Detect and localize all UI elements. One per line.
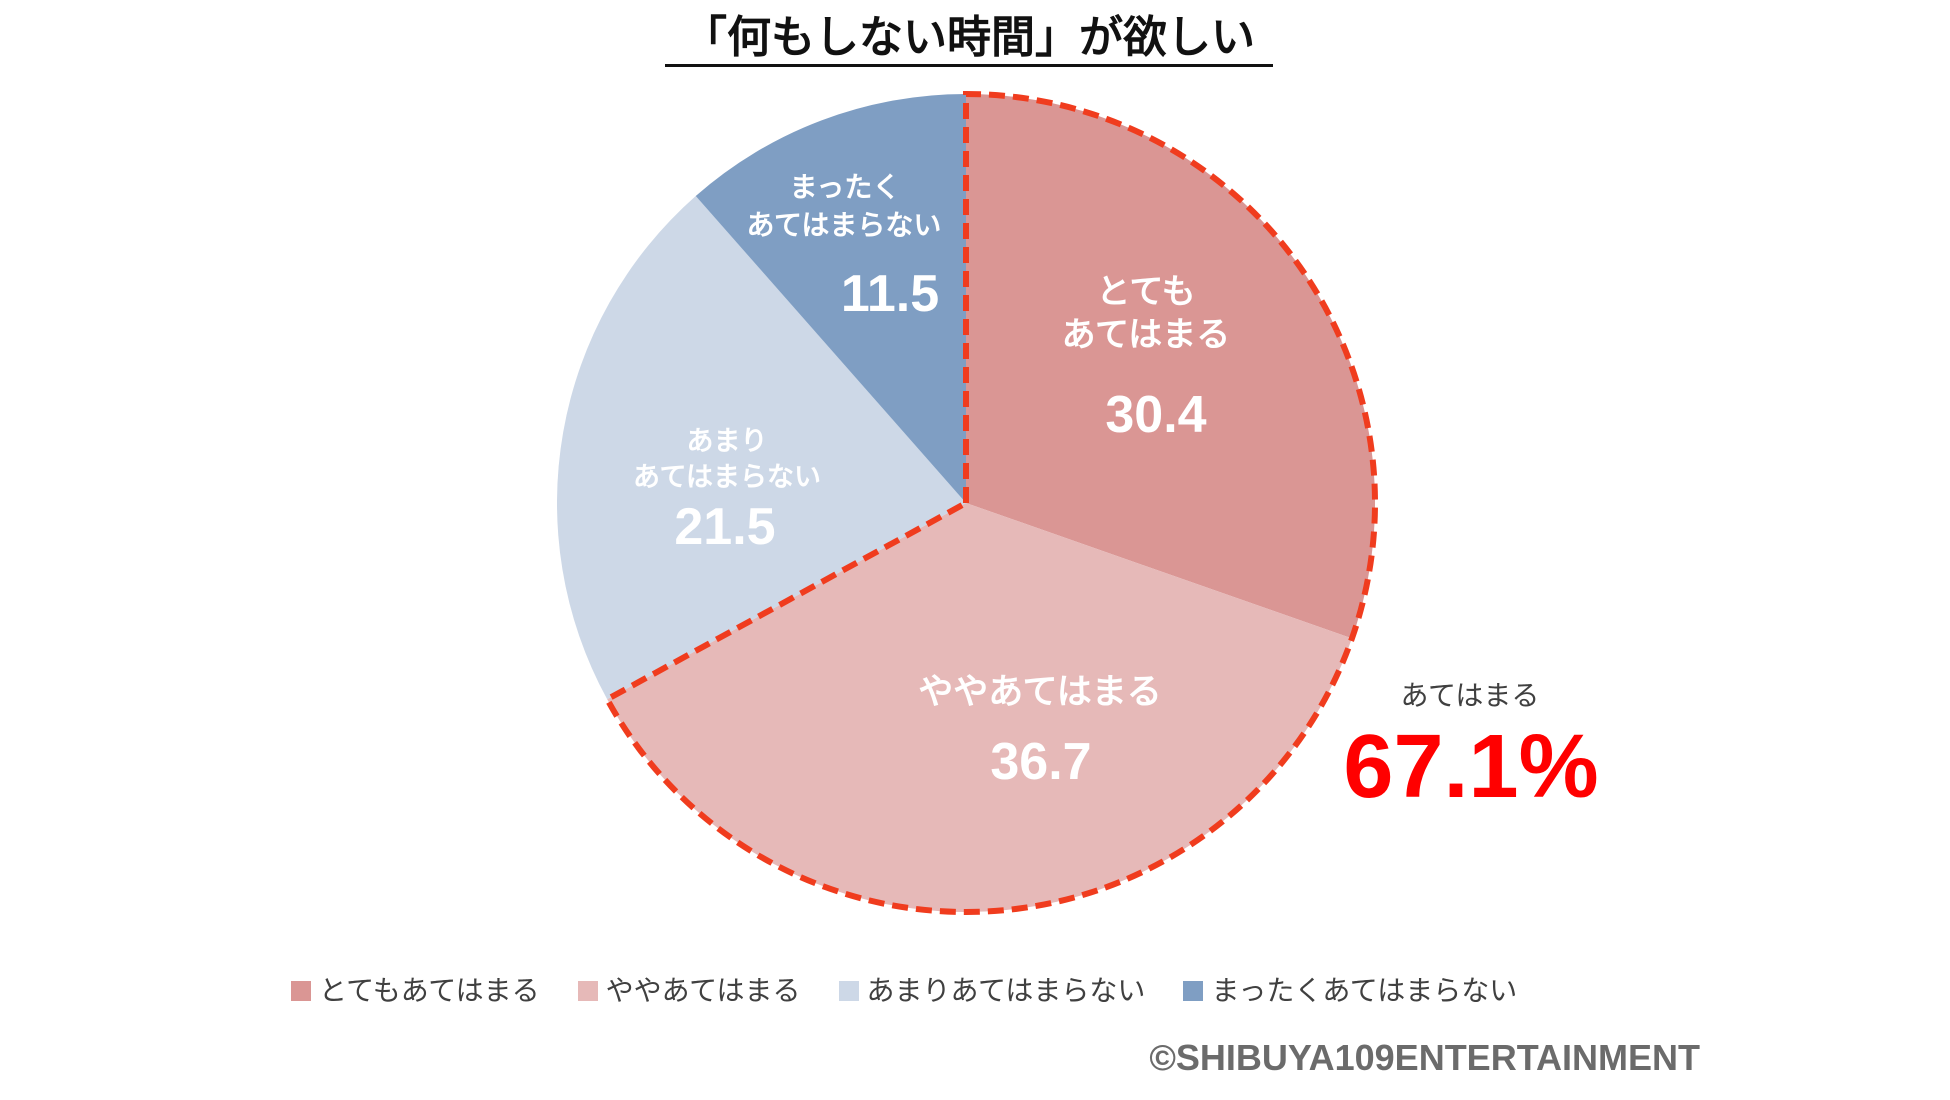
pie-slice-not-at-all-true — [695, 94, 966, 503]
highlight-dashed-outline — [603, 90, 1378, 915]
pie-slice-label-not-at-all-true: まったく — [790, 172, 901, 203]
pie-slice-label-not-very-true: あてはまらない — [633, 462, 821, 492]
legend-swatch — [291, 981, 311, 1001]
pie-slice-label-not-at-all-true: あてはまらない — [747, 210, 942, 241]
legend-item-very-true: とてもあてはまる — [291, 974, 540, 1008]
pie-slice-value-very-true: 30.4 — [1105, 386, 1206, 444]
pie-slice-label-very-true: あてはまる — [1062, 316, 1231, 354]
pie-slices — [556, 94, 1375, 912]
legend-label: あまりあてはまらない — [866, 975, 1146, 1006]
legend-swatch — [1183, 981, 1204, 1001]
legend-item-somewhat-true: ややあてはまる — [577, 974, 801, 1008]
pie-slice-label-not-very-true: あまり — [687, 426, 768, 456]
pie-slice-not-very-true — [556, 196, 966, 700]
copyright-text: ©SHIBUYA109ENTERTAINMENT — [1149, 1037, 1700, 1078]
legend-label: とてもあてはまる — [319, 975, 540, 1006]
pie-slice-value-somewhat-true: 36.7 — [990, 733, 1091, 791]
highlight-label: あてはまる — [1400, 680, 1540, 711]
legend-label: まったくあてはまらない — [1211, 975, 1518, 1006]
pie-slice-value-not-at-all-true: 11.5 — [841, 265, 939, 323]
legend-item-not-at-all-true: まったくあてはまらない — [1183, 974, 1517, 1008]
legend-label: ややあてはまる — [605, 975, 801, 1006]
pie-slice-somewhat-true — [607, 503, 1352, 912]
highlight-value: 67.1% — [1343, 717, 1599, 817]
pie-slice-label-very-true: とても — [1096, 273, 1195, 311]
pie-slice-labels: とてもあてはまる30.4ややあてはまる36.7あまりあてはまらない21.5まった… — [633, 172, 1230, 792]
legend-item-not-very-true: あまりあてはまらない — [838, 974, 1146, 1008]
legend: とてもあてはまる ややあてはまる あまりあてはまらない まったくあてはまらない — [291, 974, 1517, 1008]
chart-title: 「何もしない時間」が欲しい — [665, 14, 1273, 67]
pie-slice-label-somewhat-true: ややあてはまる — [918, 673, 1162, 712]
pie-slice-very-true — [966, 94, 1375, 639]
legend-swatch — [838, 981, 859, 1001]
pie-slice-value-not-very-true: 21.5 — [674, 498, 775, 556]
legend-swatch — [577, 981, 598, 1001]
